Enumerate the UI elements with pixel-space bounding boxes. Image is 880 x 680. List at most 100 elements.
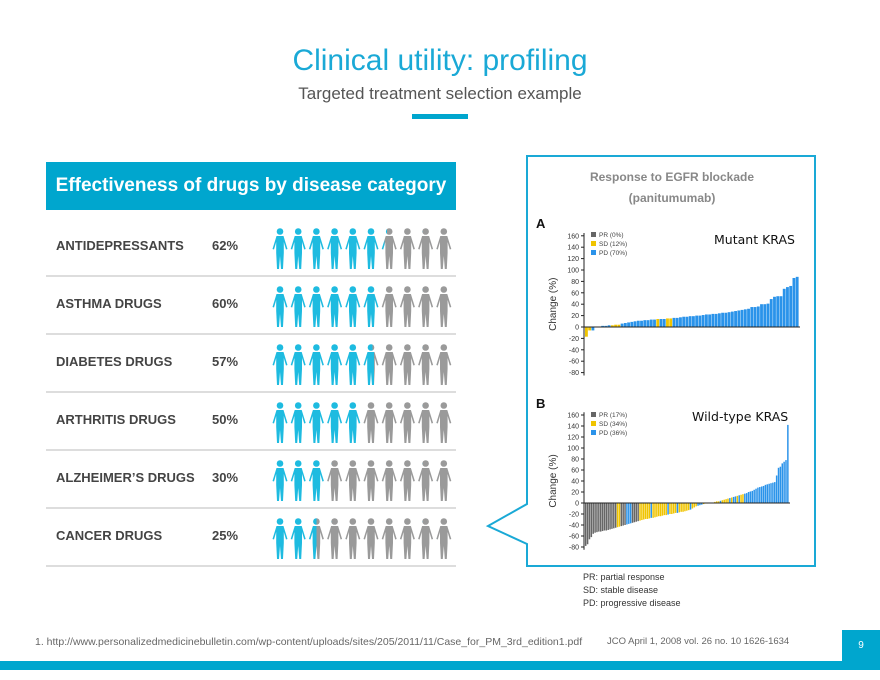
bar bbox=[773, 296, 776, 327]
bar bbox=[766, 484, 769, 503]
chart-title: Wild-type KRAS bbox=[692, 409, 788, 424]
bar bbox=[657, 503, 660, 517]
bar bbox=[760, 486, 763, 503]
person-icon bbox=[381, 460, 397, 501]
category-label: ASTHMA DRUGS bbox=[56, 296, 162, 311]
person-icon bbox=[345, 518, 361, 559]
slide-subtitle: Targeted treatment selection example bbox=[298, 84, 582, 103]
person-icon bbox=[327, 460, 343, 501]
y-tick-label: 120 bbox=[567, 435, 579, 442]
bar bbox=[704, 314, 708, 327]
bar bbox=[721, 312, 725, 327]
bar bbox=[692, 316, 695, 327]
bar bbox=[736, 495, 739, 503]
effectiveness-percent: 25% bbox=[212, 528, 239, 543]
bar bbox=[727, 498, 729, 503]
bar bbox=[779, 466, 782, 503]
bar bbox=[656, 503, 658, 517]
drug-category-row: ARTHRITIS DRUGS 50% bbox=[46, 391, 456, 451]
bar bbox=[753, 489, 755, 503]
bar bbox=[769, 299, 773, 327]
y-tick-label: 0 bbox=[575, 501, 579, 508]
drug-category-row: ASTHMA DRUGS 60% bbox=[46, 275, 456, 335]
bar bbox=[766, 303, 770, 327]
bar bbox=[682, 316, 686, 327]
bar bbox=[723, 499, 725, 503]
bar bbox=[682, 503, 684, 512]
legend-swatch bbox=[591, 241, 596, 246]
footnote-link[interactable]: 1. http://www.personalizedmedicinebullet… bbox=[35, 636, 583, 648]
person-icon bbox=[436, 286, 452, 327]
person-icon bbox=[290, 286, 306, 327]
bar bbox=[781, 463, 783, 503]
bar bbox=[737, 310, 741, 327]
person-icon bbox=[272, 518, 288, 559]
people-icon-group bbox=[272, 460, 452, 501]
person-icon bbox=[345, 228, 361, 269]
bar bbox=[734, 496, 737, 503]
bar bbox=[604, 325, 608, 327]
people-icon-group bbox=[272, 344, 452, 385]
bar bbox=[763, 304, 767, 327]
bar bbox=[609, 503, 611, 530]
y-tick-label: 100 bbox=[567, 446, 579, 453]
person-icon bbox=[418, 460, 434, 501]
person-icon bbox=[327, 402, 343, 443]
bar bbox=[590, 503, 593, 538]
bar bbox=[762, 485, 765, 503]
bar bbox=[749, 491, 752, 503]
person-icon bbox=[381, 402, 397, 443]
bar bbox=[760, 304, 763, 327]
person-icon bbox=[308, 286, 324, 327]
person-icon bbox=[345, 344, 361, 385]
bar bbox=[698, 315, 702, 327]
bar bbox=[730, 497, 733, 503]
y-tick-label: 100 bbox=[567, 268, 579, 275]
person-icon bbox=[399, 402, 415, 443]
bar bbox=[716, 501, 718, 503]
legend-swatch bbox=[591, 250, 596, 255]
bar bbox=[699, 503, 701, 506]
bar bbox=[675, 317, 679, 327]
bar bbox=[721, 500, 724, 503]
person-icon bbox=[308, 518, 324, 559]
category-label: CANCER DRUGS bbox=[56, 528, 163, 543]
bar bbox=[633, 321, 637, 327]
note-pr: PR: partial response bbox=[583, 572, 665, 582]
person-icon bbox=[308, 460, 324, 501]
bar bbox=[753, 307, 757, 327]
legend-label: SD (34%) bbox=[599, 421, 627, 428]
bar bbox=[734, 311, 737, 327]
bar bbox=[637, 503, 639, 522]
bar bbox=[727, 312, 731, 327]
bar bbox=[674, 503, 677, 513]
person-icon bbox=[272, 460, 288, 501]
bar bbox=[693, 503, 696, 508]
bar bbox=[616, 503, 619, 528]
person-icon bbox=[363, 344, 379, 385]
person-icon bbox=[381, 518, 397, 559]
bar bbox=[717, 313, 721, 327]
bar bbox=[785, 460, 787, 503]
y-tick-label: -60 bbox=[569, 534, 579, 541]
bar bbox=[588, 327, 592, 331]
y-tick-label: -40 bbox=[569, 523, 579, 530]
effectiveness-percent: 30% bbox=[212, 470, 239, 485]
slide-title: Clinical utility: profiling bbox=[292, 44, 588, 77]
category-label: DIABETES DRUGS bbox=[56, 354, 173, 369]
person-icon bbox=[399, 518, 415, 559]
bar bbox=[640, 320, 643, 327]
person-icon bbox=[345, 286, 361, 327]
callout-title: Response to EGFR blockade bbox=[590, 170, 754, 184]
y-tick-label: 40 bbox=[571, 479, 579, 486]
people-icon-group bbox=[272, 518, 452, 559]
bar bbox=[768, 483, 770, 503]
bar bbox=[659, 503, 662, 517]
legend-swatch bbox=[591, 430, 596, 435]
legend-label: PD (70%) bbox=[599, 250, 627, 257]
y-tick-label: 160 bbox=[567, 233, 579, 240]
person-icon bbox=[399, 228, 415, 269]
bar bbox=[669, 503, 671, 514]
